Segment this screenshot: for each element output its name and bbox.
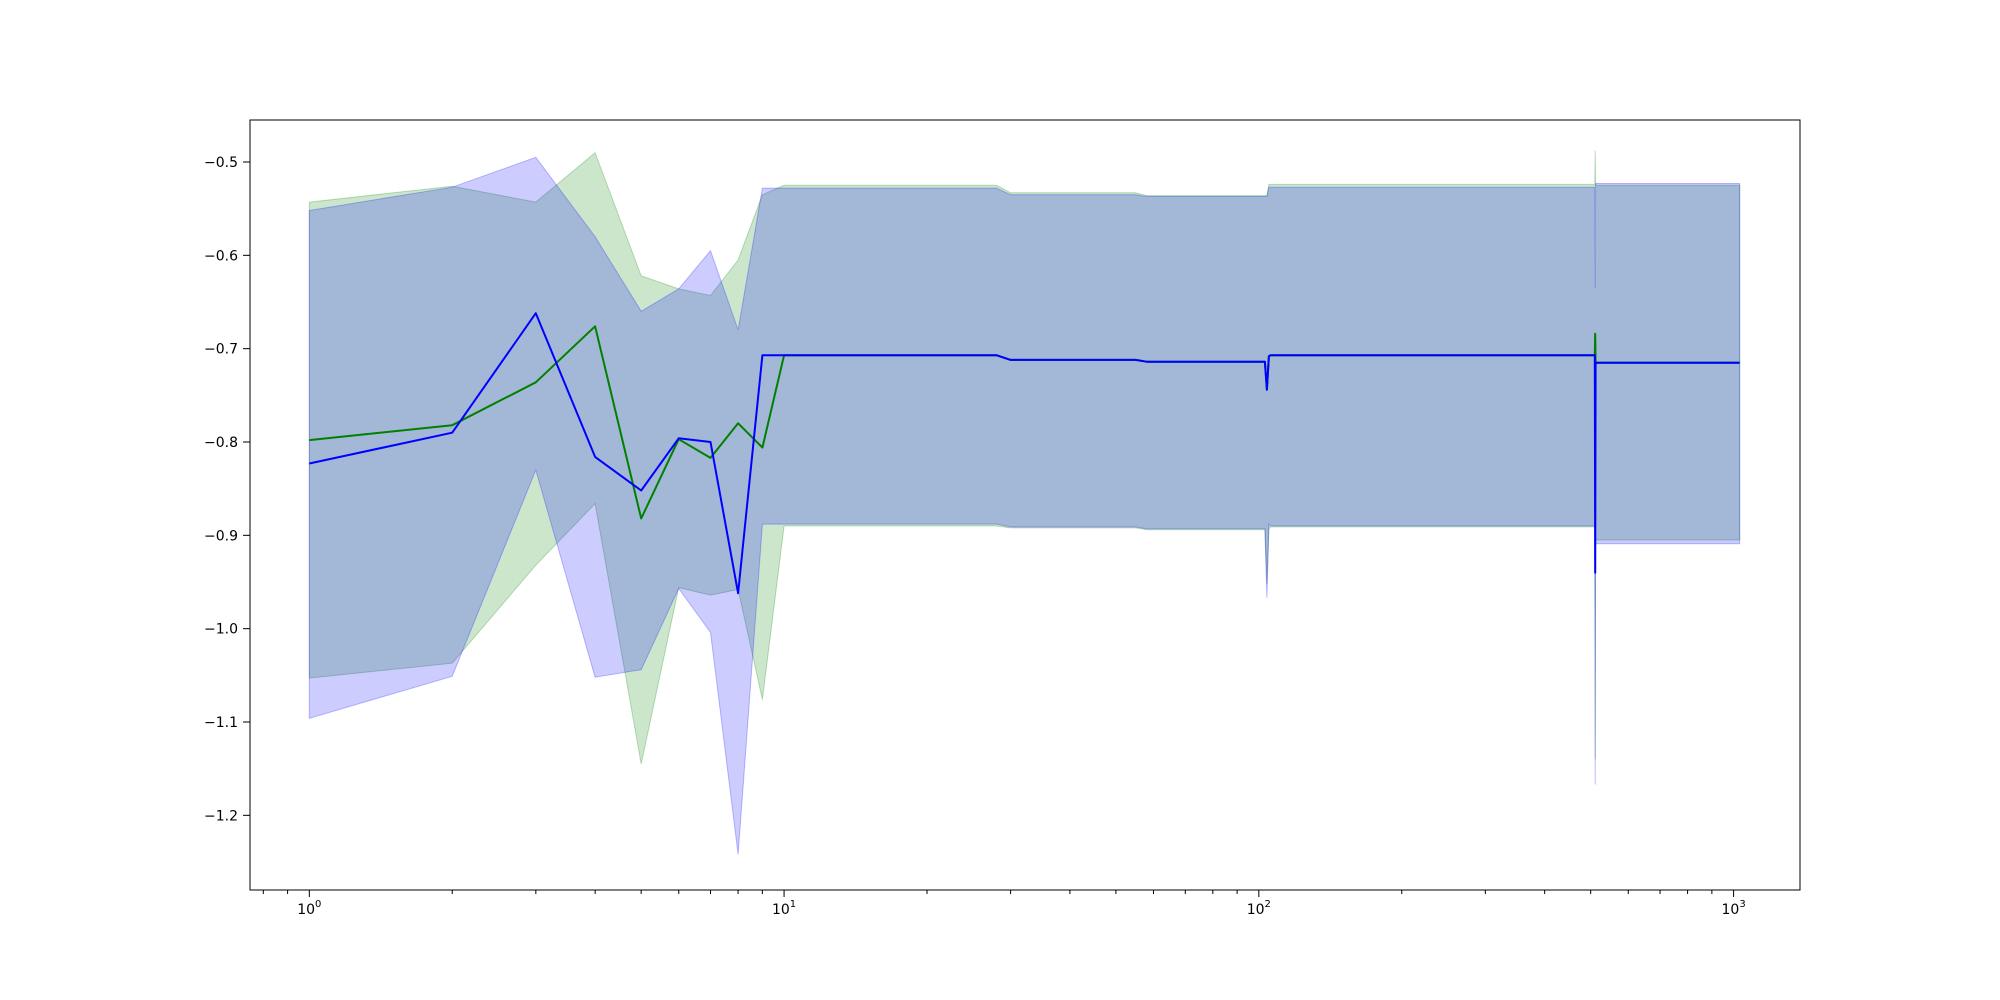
y-tick-label: −1.0 xyxy=(204,622,238,638)
x-axis: 100 101 102 103 xyxy=(262,890,1746,918)
x-tick-label: 102 xyxy=(1247,899,1271,918)
x-tick-label: 103 xyxy=(1721,899,1745,918)
series-1-line xyxy=(309,312,1740,595)
x-tick-label: 100 xyxy=(297,899,321,918)
y-tick-label: −0.7 xyxy=(204,342,238,358)
confidence-bands xyxy=(308,150,1741,855)
plot-area-frame xyxy=(249,119,1801,891)
series-0-band xyxy=(308,150,1741,765)
series-1-band xyxy=(308,156,1741,855)
x-tick-label: 101 xyxy=(772,899,796,918)
y-tick-label: −1.1 xyxy=(204,715,238,731)
y-axis: −0.5 −0.6 −0.7 −0.8 −0.9 −1.0 −1.1 −1.2 xyxy=(204,155,250,824)
y-tick-label: −1.2 xyxy=(204,808,238,824)
y-tick-label: −0.5 xyxy=(204,155,238,171)
series-lines xyxy=(309,312,1740,595)
y-tick-label: −0.8 xyxy=(204,435,238,451)
y-tick-label: −0.6 xyxy=(204,248,238,264)
y-tick-label: −0.9 xyxy=(204,528,238,544)
